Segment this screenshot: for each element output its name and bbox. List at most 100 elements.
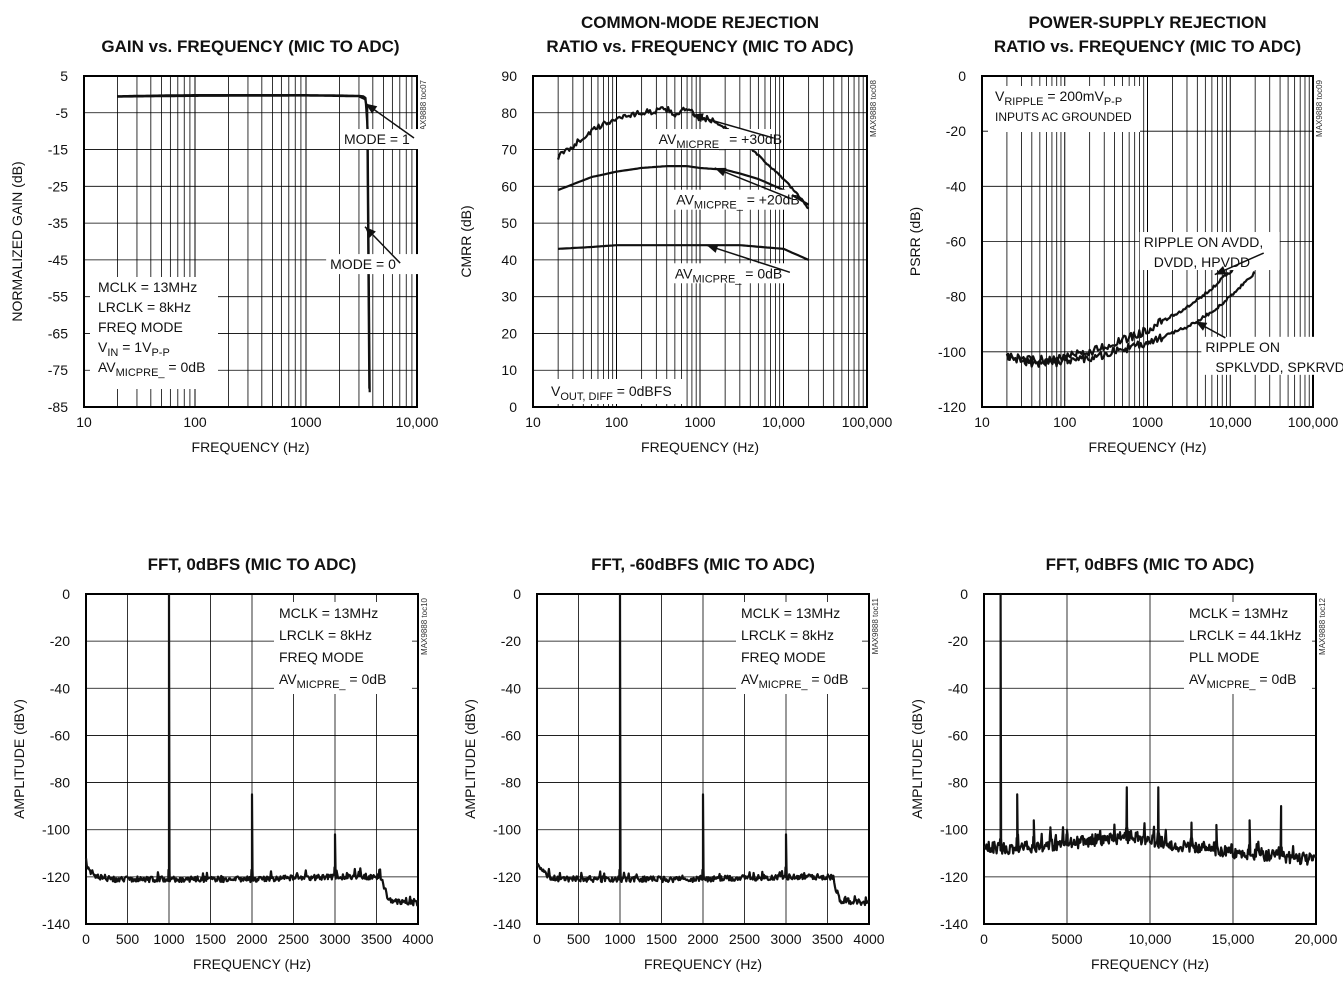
series-line-1 — [983, 592, 1318, 866]
plot-frame — [532, 75, 868, 408]
chart-title: COMMON-MODE REJECTION — [581, 13, 819, 32]
y-tick-label: -65 — [48, 325, 68, 341]
series-line-2 — [1005, 271, 1256, 368]
y-axis-label: PSRR (dB) — [907, 207, 923, 276]
annotation-background — [340, 129, 461, 150]
x-axis-label: FREQUENCY (Hz) — [193, 956, 311, 972]
x-tick-label: 0 — [980, 931, 988, 947]
notes-background — [1184, 602, 1312, 694]
x-tick-label: 1000 — [153, 931, 184, 947]
condition-note: PLL MODE — [1189, 649, 1259, 665]
chart-title: RATIO vs. FREQUENCY (MIC TO ADC) — [546, 37, 853, 56]
y-tick-label: -100 — [938, 344, 966, 360]
part-code: MAX9888 toc11 — [871, 597, 880, 654]
chart-gain: GAIN vs. FREQUENCY (MIC TO ADC) 10 100 1000… — [9, 37, 461, 455]
x-axis-label: FREQUENCY (Hz) — [192, 439, 310, 455]
x-tick-label: 10,000 — [1209, 414, 1252, 430]
x-tick-label: 3000 — [770, 931, 801, 947]
annotation-label: AVMICPRE_ = 0dB — [675, 265, 782, 285]
y-tick-label: -25 — [48, 178, 68, 194]
x-tick-label: 1000 — [1132, 414, 1163, 430]
y-axis-label: AMPLITUDE (dBV) — [11, 699, 27, 819]
x-tick-label: 3500 — [361, 931, 392, 947]
condition-note: FREQ MODE — [98, 319, 183, 335]
annotation-arrowhead — [365, 103, 378, 114]
y-tick-label: -120 — [493, 869, 521, 885]
y-tick-label: 0 — [958, 68, 966, 84]
annotation-arrow — [706, 244, 791, 273]
series-line-1 — [84, 592, 420, 907]
annotation-background — [1139, 232, 1280, 271]
chart-fft2: FFT, -60dBFS (MIC TO ADC) 0 500 1000 1500 200… — [462, 555, 885, 972]
chart-psrr: POWER-SUPPLY REJECTION RATIO vs. FREQUENC… — [907, 13, 1343, 455]
notes-background — [988, 86, 1140, 132]
x-axis-label: FREQUENCY (Hz) — [1091, 956, 1209, 972]
y-tick-label: -20 — [501, 633, 521, 649]
notes-background — [274, 602, 412, 694]
x-tick-label: 2500 — [278, 931, 309, 947]
condition-note: MCLK = 13MHz — [98, 279, 197, 295]
y-tick-label: -140 — [940, 916, 968, 932]
x-tick-label: 1500 — [646, 931, 677, 947]
x-tick-label: 0 — [533, 931, 541, 947]
y-tick-label: -75 — [48, 362, 68, 378]
series-line-2 — [557, 165, 810, 206]
y-tick-label: 30 — [501, 289, 517, 305]
grid — [533, 76, 867, 407]
y-tick-label: -120 — [938, 399, 966, 415]
annotation-arrowhead — [714, 167, 727, 177]
x-tick-label: 500 — [116, 931, 140, 947]
x-tick-label: 100,000 — [1288, 414, 1339, 430]
condition-note: VIN = 1VP-P — [98, 339, 170, 359]
annotation-arrow — [691, 113, 774, 139]
y-tick-label: -140 — [493, 916, 521, 932]
condition-note: INPUTS AC GROUNDED — [995, 110, 1132, 124]
x-tick-label: 0 — [82, 931, 90, 947]
x-tick-label: 10,000 — [762, 414, 805, 430]
y-tick-label: -80 — [948, 775, 968, 791]
x-tick-label: 1000 — [604, 931, 635, 947]
plot-frame — [536, 593, 870, 925]
chart-title: RATIO vs. FREQUENCY (MIC TO ADC) — [994, 37, 1301, 56]
y-tick-label: -80 — [50, 775, 70, 791]
y-tick-label: -40 — [50, 680, 70, 696]
annotation-background — [326, 254, 447, 275]
x-tick-label: 3000 — [319, 931, 350, 947]
chart-cmrr: COMMON-MODE REJECTION RATIO vs. FREQUENCY… — [458, 13, 893, 455]
annotation-arrowhead — [1195, 321, 1208, 331]
annotation-arrowhead — [691, 113, 704, 122]
part-code: MAX9888 toc12 — [1318, 597, 1327, 654]
condition-note: AVMICPRE_ = 0dB — [279, 671, 386, 691]
y-tick-label: -45 — [48, 252, 68, 268]
chart-fft3: FFT, 0dBFS (MIC TO ADC) 0 5000 10,000 15,000… — [909, 555, 1338, 972]
y-tick-label: 40 — [501, 252, 517, 268]
x-tick-label: 4000 — [853, 931, 884, 947]
annotation-background — [654, 129, 775, 150]
y-tick-label: -80 — [501, 775, 521, 791]
y-tick-label: -60 — [50, 727, 70, 743]
y-tick-label: 10 — [501, 362, 517, 378]
annotation-label: MODE = 0 — [330, 256, 396, 272]
condition-note: MCLK = 13MHz — [741, 605, 840, 621]
y-axis-label: NORMALIZED GAIN (dB) — [9, 161, 25, 321]
y-tick-label: -5 — [56, 105, 69, 121]
annotation-label: SPKLVDD, SPKRVDD — [1215, 359, 1343, 375]
condition-note: VOUT, DIFF = 0dBFS — [551, 383, 672, 403]
chart-title: POWER-SUPPLY REJECTION — [1028, 13, 1266, 32]
x-tick-label: 1000 — [684, 414, 715, 430]
condition-note: FREQ MODE — [279, 649, 364, 665]
grid — [84, 76, 417, 407]
x-tick-label: 4000 — [402, 931, 433, 947]
annotation-label: MODE = 1 — [344, 131, 410, 147]
x-tick-label: 10 — [525, 414, 541, 430]
plot-frame — [83, 75, 418, 408]
annotation-arrowhead — [1214, 266, 1227, 275]
x-tick-label: 500 — [567, 931, 591, 947]
condition-note: AVMICPRE_ = 0dB — [1189, 671, 1296, 691]
part-code: MAX9888 toc09 — [1315, 79, 1324, 136]
x-tick-label: 1000 — [290, 414, 321, 430]
plot-frame — [983, 593, 1317, 925]
y-tick-label: -15 — [48, 142, 68, 158]
x-tick-label: 20,000 — [1295, 931, 1338, 947]
